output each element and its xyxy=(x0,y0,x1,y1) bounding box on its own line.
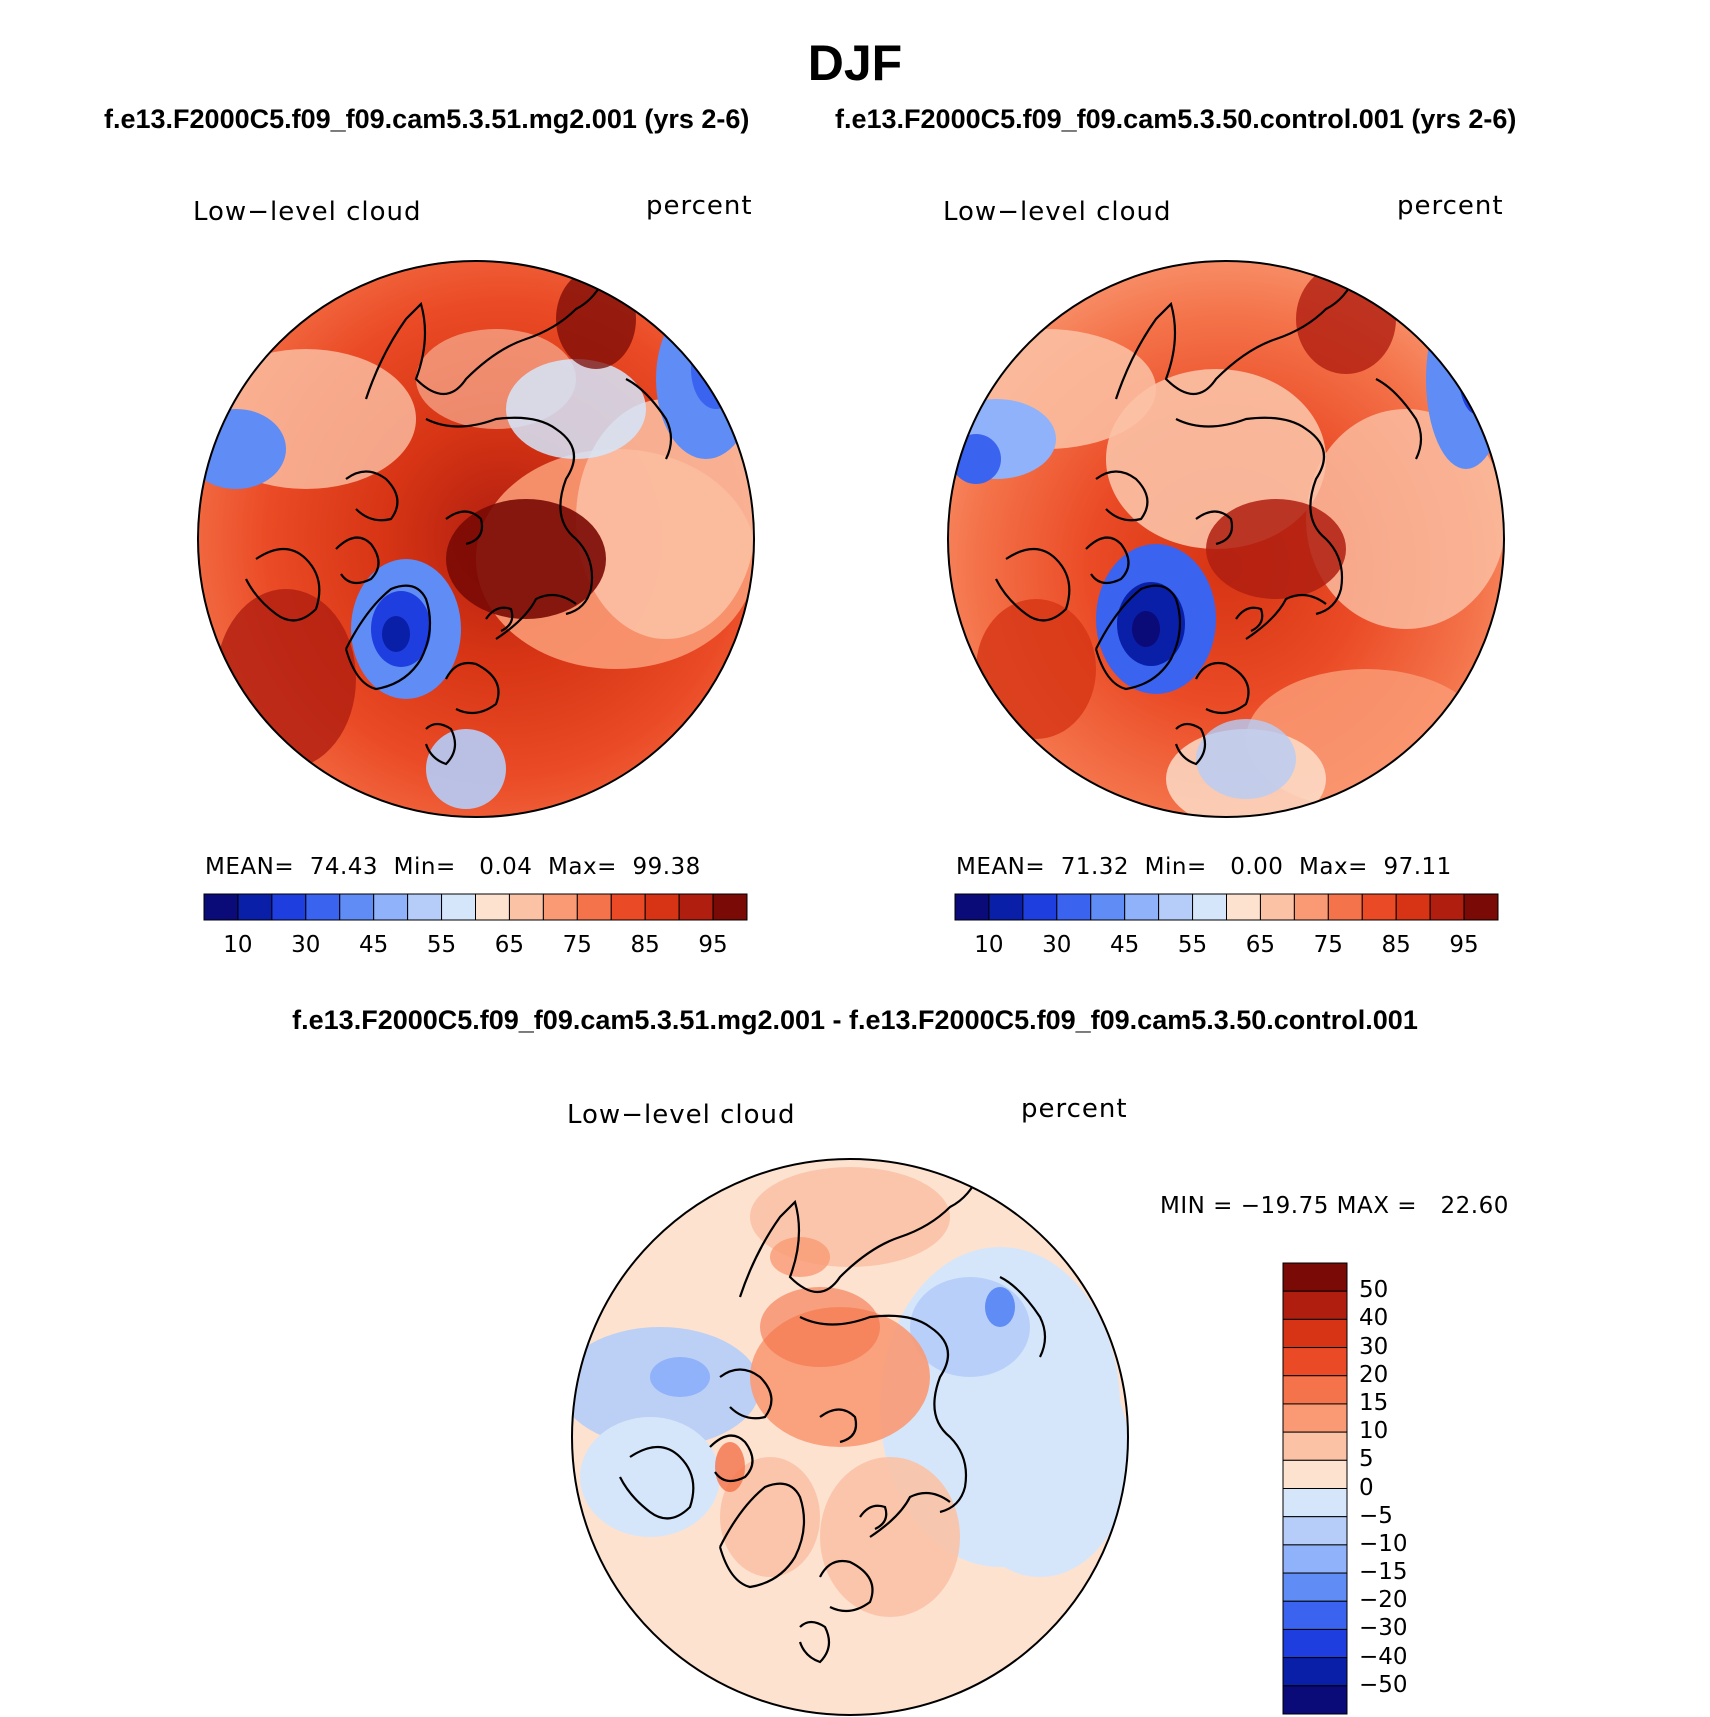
diff-colorbar-tick-label: −20 xyxy=(1359,1587,1408,1614)
panel2-colorbar-swatch xyxy=(1022,893,1058,921)
diff-title: f.e13.F2000C5.f09_f09.cam5.3.51.mg2.001 … xyxy=(292,1005,1418,1035)
panel1-colorbar-swatch xyxy=(203,893,239,921)
diff-colorbar-swatch xyxy=(1282,1347,1348,1377)
panel1-colorbar-swatch xyxy=(271,893,307,921)
panel1-units-label: percent xyxy=(646,191,753,221)
panel2-colorbar-tick-label: 85 xyxy=(1381,932,1411,958)
panel1-colorbar-swatch xyxy=(475,893,510,921)
diff-colorbar-swatch xyxy=(1282,1375,1348,1405)
panel2-colorbar-swatch xyxy=(1124,893,1160,921)
case2-title: f.e13.F2000C5.f09_f09.cam5.3.50.control.… xyxy=(835,104,1517,134)
panel2-colorbar-tick-label: 10 xyxy=(974,932,1004,958)
panel1-colorbar-tick-label: 30 xyxy=(291,932,321,958)
diff-colorbar-tick-label: 20 xyxy=(1359,1361,1389,1388)
panel2-colorbar-tick-label: 45 xyxy=(1110,932,1140,958)
panel1-colorbar-tick-label: 65 xyxy=(494,932,525,958)
panel2-colorbar-swatch xyxy=(1361,893,1397,921)
diff-colorbar-tick-label: 5 xyxy=(1359,1446,1374,1473)
panel2-colorbar-swatch xyxy=(1463,893,1499,921)
diff-colorbar-tick-label: 40 xyxy=(1359,1305,1389,1332)
panel1-colorbar-swatch xyxy=(610,893,646,921)
panel1-colorbar-swatch xyxy=(407,893,443,921)
panel2-colorbar-swatch xyxy=(1293,893,1329,921)
panel2-units-label: percent xyxy=(1397,191,1504,221)
diff-colorbar-tick-label: −5 xyxy=(1359,1502,1393,1529)
panel1-polar-map xyxy=(197,260,755,818)
panel2-colorbar-swatch xyxy=(1259,893,1295,921)
panel1-colorbar-swatch xyxy=(373,893,409,921)
panel1-colorbar-swatch xyxy=(339,893,375,921)
diff-colorbar-tick-label: 15 xyxy=(1359,1389,1389,1416)
panel1-colorbar-swatch xyxy=(441,893,476,921)
diff-colorbar-swatch xyxy=(1282,1600,1348,1630)
panel2-colorbar-swatch xyxy=(988,893,1024,921)
panel2-stats: MEAN= 71.32 Min= 0.00 Max= 97.11 xyxy=(956,854,1452,880)
panel2-colorbar-swatch xyxy=(1158,893,1194,921)
panel1-colorbar-tick-label: 85 xyxy=(630,932,660,958)
diff-colorbar-tick-label: −50 xyxy=(1359,1671,1408,1698)
diff-colorbar-tick-label: 0 xyxy=(1359,1474,1374,1501)
diff-colorbar-tick-label: 30 xyxy=(1359,1333,1389,1360)
panel1-colorbar-swatch xyxy=(576,893,612,921)
diff-colorbar-swatch xyxy=(1282,1657,1348,1687)
diff-colorbar-swatch xyxy=(1282,1262,1348,1292)
diff-colorbar-swatch xyxy=(1282,1431,1348,1461)
panel1-colorbar-swatch xyxy=(542,893,578,921)
diff-colorbar-swatch xyxy=(1282,1685,1348,1715)
panel2-colorbar-tick-label: 95 xyxy=(1449,932,1479,958)
panel2-colorbar-swatch xyxy=(1327,893,1363,921)
panel2-colorbar-tick-label: 75 xyxy=(1313,932,1343,958)
panel1-colorbar-swatch xyxy=(644,893,680,921)
panel1-colorbar-tick-label: 10 xyxy=(223,932,253,958)
diff-colorbar-tick-label: 50 xyxy=(1359,1277,1389,1304)
diff-colorbar-swatch xyxy=(1282,1318,1348,1349)
diff-colorbar-tick-label: 10 xyxy=(1359,1418,1389,1445)
panel1-colorbar xyxy=(203,893,748,921)
panel2-colorbar xyxy=(954,893,1499,921)
panel1-colorbar-swatch xyxy=(237,893,273,921)
diff-colorbar-swatch xyxy=(1282,1488,1348,1518)
panel3-stats: MIN = −19.75 MAX = 22.60 xyxy=(1160,1193,1509,1219)
panel1-colorbar-tick-label: 95 xyxy=(698,932,728,958)
panel2-colorbar-swatch xyxy=(1090,893,1126,921)
panel1-stats: MEAN= 74.43 Min= 0.04 Max= 99.38 xyxy=(205,854,701,880)
panel1-colorbar-swatch xyxy=(712,893,748,921)
diff-colorbar-swatch xyxy=(1282,1544,1348,1574)
panel2-polar-map xyxy=(947,260,1505,818)
diff-colorbar-tick-label: −30 xyxy=(1359,1615,1408,1642)
panel2-variable-label: Low−level cloud xyxy=(943,197,1172,227)
panel2-colorbar-tick-label: 65 xyxy=(1245,932,1276,958)
diff-colorbar xyxy=(1282,1262,1348,1715)
diff-colorbar-swatch xyxy=(1282,1572,1348,1602)
panel3-polar-map xyxy=(571,1158,1129,1716)
diff-colorbar-tick-label: −10 xyxy=(1359,1530,1408,1557)
panel3-units-label: percent xyxy=(1021,1094,1128,1124)
case1-title: f.e13.F2000C5.f09_f09.cam5.3.51.mg2.001 … xyxy=(104,104,750,134)
panel2-colorbar-tick-label: 30 xyxy=(1042,932,1072,958)
panel2-colorbar-tick-label: 55 xyxy=(1177,932,1208,958)
panel2-colorbar-swatch xyxy=(1226,893,1261,921)
panel2-colorbar-swatch xyxy=(1395,893,1431,921)
diff-colorbar-swatch xyxy=(1282,1516,1348,1546)
diff-colorbar-swatch xyxy=(1282,1459,1348,1489)
diff-colorbar-swatch xyxy=(1282,1290,1348,1320)
figure-title: DJF xyxy=(807,35,903,91)
diff-colorbar-tick-label: −15 xyxy=(1359,1559,1408,1586)
diff-colorbar-tick-label: −40 xyxy=(1359,1643,1408,1670)
panel1-colorbar-swatch xyxy=(508,893,544,921)
panel2-colorbar-swatch xyxy=(1192,893,1227,921)
panel1-colorbar-tick-label: 45 xyxy=(359,932,389,958)
panel1-colorbar-tick-label: 75 xyxy=(562,932,592,958)
panel2-colorbar-swatch xyxy=(1056,893,1092,921)
panel1-colorbar-tick-label: 55 xyxy=(426,932,457,958)
diff-colorbar-swatch xyxy=(1282,1628,1348,1659)
panel1-colorbar-swatch xyxy=(305,893,341,921)
diff-colorbar-swatch xyxy=(1282,1403,1348,1433)
panel3-variable-label: Low−level cloud xyxy=(567,1100,796,1130)
panel2-colorbar-swatch xyxy=(1429,893,1465,921)
panel2-colorbar-swatch xyxy=(954,893,990,921)
panel1-colorbar-swatch xyxy=(678,893,714,921)
panel1-variable-label: Low−level cloud xyxy=(193,197,422,227)
